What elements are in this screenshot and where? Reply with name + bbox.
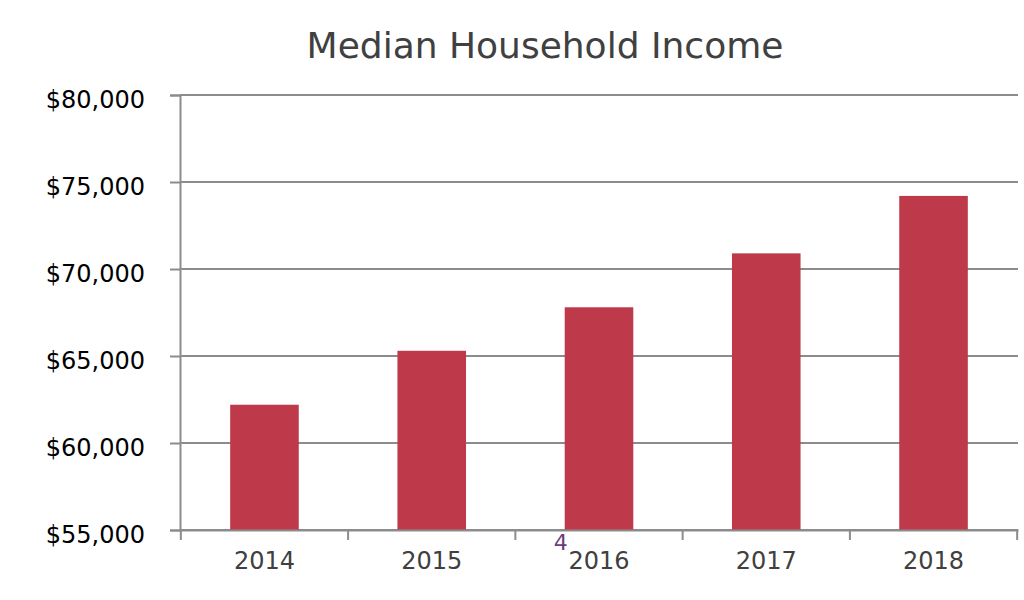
y-tick-label: $60,000	[46, 434, 145, 462]
bar	[732, 253, 801, 530]
bar	[565, 307, 634, 530]
y-tick-mark	[170, 356, 180, 358]
background	[0, 0, 1024, 600]
y-tick-label: $80,000	[46, 86, 145, 114]
y-tick: $65,000	[46, 347, 180, 375]
x-tick: 2017	[736, 530, 797, 575]
bar	[397, 351, 466, 530]
y-tick-mark	[170, 530, 180, 532]
y-tick-mark	[170, 182, 180, 184]
y-tick-label: $65,000	[46, 347, 145, 375]
category-divider	[849, 530, 851, 540]
x-tick-label: 2015	[401, 547, 462, 575]
x-tick-label: 2014	[234, 547, 295, 575]
category-dividers	[181, 530, 1017, 540]
y-tick-mark	[170, 95, 180, 97]
bars	[230, 196, 968, 530]
y-tick: $55,000	[46, 521, 180, 549]
chart-container: Median Household Income $55,000 $60,000 $65…	[0, 0, 1024, 600]
x-tick-label: 2016	[568, 547, 629, 575]
x-tick-label: 2018	[903, 547, 964, 575]
y-tick-label: $55,000	[46, 521, 145, 549]
y-tick: $75,000	[46, 173, 180, 201]
y-tick-label: $70,000	[46, 260, 145, 288]
bar	[899, 196, 968, 530]
bar	[230, 405, 299, 530]
y-axis-line	[170, 96, 181, 531]
x-tick: 2018	[903, 530, 964, 575]
y-axis: $55,000 $60,000 $65,000 $70,000 $75,000 $80,0…	[46, 86, 181, 549]
x-tick-label: 2017	[736, 547, 797, 575]
grid-line	[180, 181, 1018, 183]
y-tick-mark	[170, 443, 180, 445]
grid-line	[180, 94, 1018, 96]
x-tick: 2016	[568, 530, 629, 575]
x-tick: 2015	[401, 530, 462, 575]
x-tick: 2014	[234, 530, 295, 575]
annotation: 4	[554, 530, 568, 555]
x-axis-line	[181, 530, 1019, 532]
x-axis: 2014 2015 2016 2017 2018	[181, 530, 1019, 575]
category-divider	[347, 530, 349, 540]
y-tick: $70,000	[46, 260, 180, 288]
category-divider	[682, 530, 684, 540]
y-tick: $80,000	[46, 86, 180, 114]
grid	[180, 95, 1018, 530]
category-divider	[180, 530, 182, 540]
category-divider	[1016, 530, 1018, 540]
y-tick-mark	[170, 269, 180, 271]
grid-line	[180, 268, 1018, 270]
y-tick: $60,000	[46, 434, 180, 462]
chart-svg: Median Household Income $55,000 $60,000 $65…	[0, 0, 1024, 600]
chart-title: Median Household Income	[307, 25, 784, 66]
y-tick-label: $75,000	[46, 173, 145, 201]
category-divider	[514, 530, 516, 540]
